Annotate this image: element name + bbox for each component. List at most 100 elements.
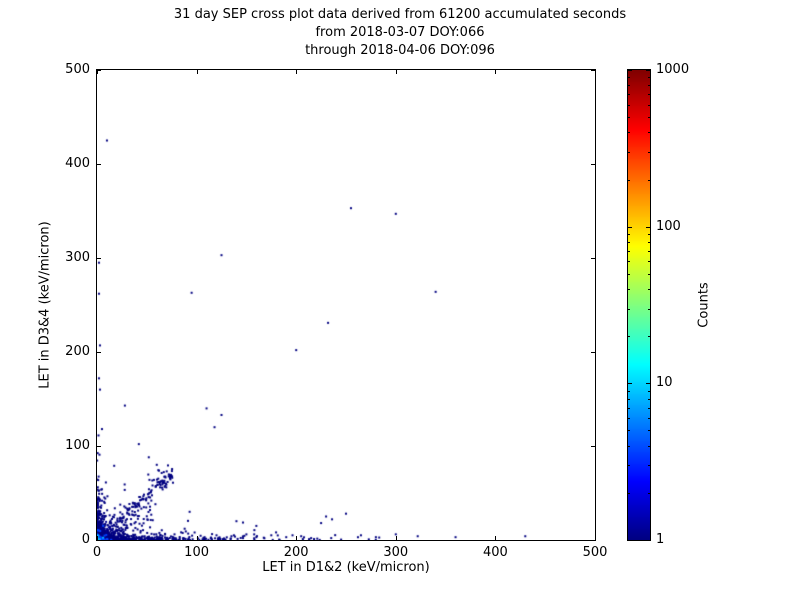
chart-subtitle-through: through 2018-04-06 DOY:096 [305,43,495,58]
colorbar-tick-mark [646,383,650,385]
x-axis-label: LET in D1&2 (keV/micron) [262,560,430,575]
colorbar-minor-tick [648,104,650,106]
colorbar-minor-tick-left [628,94,630,96]
colorbar-minor-tick-left [628,104,630,106]
colorbar-tick-mark-left [628,226,632,228]
chart-subtitle-from: from 2018-03-07 DOY:066 [315,25,485,40]
colorbar-tick-mark [646,226,650,228]
y-tick-label: 300 [65,250,90,265]
colorbar-tick-mark [646,70,650,71]
colorbar-tick-mark-left [628,383,632,385]
colorbar-minor-tick-left [628,308,630,310]
x-tick-label: 100 [184,545,209,560]
x-tick-mark [296,536,298,540]
colorbar-minor-tick-left [628,336,630,338]
x-tick-label: 200 [283,545,309,560]
y-tick-mark [97,352,101,353]
colorbar [627,69,651,541]
colorbar-minor-tick-left [628,430,630,432]
plot-area [96,69,596,541]
colorbar-minor-tick [648,492,650,494]
y-tick-label: 0 [81,532,90,547]
colorbar-minor-tick-left [628,407,630,409]
colorbar-minor-tick [648,151,650,153]
colorbar-minor-tick-left [628,418,630,420]
colorbar-tick-label: 1000 [656,62,690,77]
y-tick-mark [97,70,101,71]
x-tick-label: 0 [92,545,102,560]
colorbar-label: Counts [696,282,712,328]
colorbar-minor-tick [648,179,650,181]
colorbar-minor-tick [648,261,650,263]
scatter-canvas [97,70,595,540]
colorbar-minor-tick [648,465,650,467]
colorbar-tick-label: 100 [656,218,681,234]
colorbar-minor-tick-left [628,132,630,134]
colorbar-minor-tick [648,430,650,432]
colorbar-tick-mark-left [628,540,632,541]
x-tick-mark [97,536,98,540]
y-axis-label: LET in D3&4 (keV/micron) [37,221,53,389]
x-tick-mark [595,536,596,540]
colorbar-minor-tick-left [628,179,630,181]
colorbar-minor-tick [648,77,650,79]
chart-title: 31 day SEP cross plot data derived from … [173,7,627,22]
x-tick-mark [196,536,198,540]
x-tick-mark-top [97,70,98,74]
y-tick-label: 400 [65,156,90,171]
y-tick-mark [97,446,101,447]
colorbar-minor-tick [648,308,650,310]
colorbar-minor-tick [648,233,650,235]
colorbar-minor-tick [648,445,650,447]
colorbar-minor-tick [648,336,650,338]
colorbar-minor-tick-left [628,492,630,494]
colorbar-tick-label: 1 [656,532,665,547]
x-tick-label: 400 [482,545,508,560]
colorbar-minor-tick-left [628,445,630,447]
colorbar-minor-tick-left [628,85,630,87]
y-tick-mark-right [591,352,595,353]
y-tick-label: 100 [65,438,90,453]
colorbar-minor-tick-left [628,273,630,275]
colorbar-minor-tick-left [628,241,630,243]
colorbar-tick-label: 10 [656,375,673,391]
colorbar-minor-tick [648,390,650,392]
y-tick-mark-right [591,258,595,259]
colorbar-minor-tick [648,398,650,400]
y-tick-mark [97,164,101,165]
x-tick-mark-top [296,70,298,74]
colorbar-gradient-canvas [628,70,650,540]
y-tick-mark-right [591,164,595,165]
colorbar-minor-tick-left [628,390,630,392]
colorbar-minor-tick [648,94,650,96]
colorbar-minor-tick-left [628,398,630,400]
colorbar-minor-tick-left [628,233,630,235]
x-tick-mark-top [395,70,397,74]
colorbar-minor-tick [648,117,650,119]
colorbar-minor-tick-left [628,117,630,119]
colorbar-tick-mark [646,540,650,541]
x-tick-mark-top [595,70,596,74]
colorbar-minor-tick-left [628,77,630,79]
x-tick-mark [495,536,497,540]
colorbar-minor-tick-left [628,250,630,252]
x-tick-mark-top [196,70,198,74]
title-block: 31 day SEP cross plot data derived from … [0,6,800,60]
y-tick-mark [97,540,101,541]
y-tick-label: 500 [65,62,90,77]
colorbar-minor-tick [648,132,650,134]
y-tick-label: 200 [65,344,90,359]
x-tick-mark-top [495,70,497,74]
x-tick-label: 300 [383,545,409,560]
y-tick-mark-right [591,70,595,71]
colorbar-minor-tick [648,289,650,290]
colorbar-minor-tick-left [628,465,630,467]
y-tick-mark [97,258,101,259]
colorbar-minor-tick-left [628,261,630,263]
colorbar-minor-tick [648,250,650,252]
colorbar-minor-tick [648,418,650,420]
colorbar-minor-tick [648,85,650,87]
colorbar-tick-mark-left [628,70,632,71]
colorbar-minor-tick [648,241,650,243]
colorbar-minor-tick [648,273,650,275]
